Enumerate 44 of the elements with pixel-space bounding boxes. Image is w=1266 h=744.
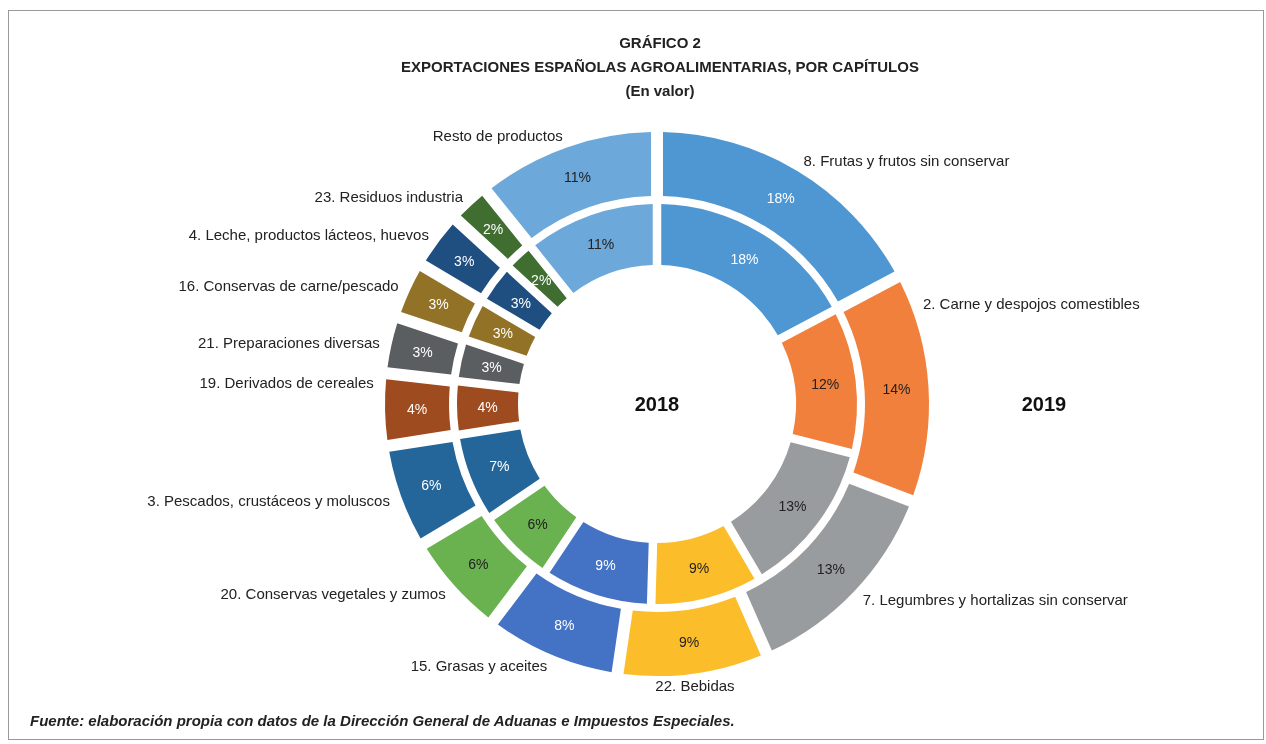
data-label: 13% <box>816 561 845 578</box>
data-label: 18% <box>730 250 759 267</box>
data-label: 6% <box>421 477 442 494</box>
data-label: 2% <box>482 220 504 237</box>
data-label: 18% <box>766 190 795 207</box>
data-label: 14% <box>882 381 911 398</box>
data-label: 11% <box>587 235 615 252</box>
data-label: 2% <box>531 272 552 289</box>
data-label: 6% <box>468 556 489 573</box>
data-label: 7% <box>489 458 510 475</box>
data-label: 12% <box>811 375 840 392</box>
slice-label: 7. Legumbres y hortalizas sin conservar <box>862 591 1128 609</box>
data-label: 3% <box>428 296 449 313</box>
data-label: 4% <box>477 399 498 416</box>
chart-title: GRÁFICO 2 <box>619 34 701 51</box>
slice-label: 15. Grasas y aceites <box>410 657 548 675</box>
data-label: 3% <box>492 325 513 342</box>
slice-label: 20. Conservas vegetales y zumos <box>220 584 446 602</box>
source-note: Fuente: elaboración propia con datos de la Dirección General de Aduanas e Impuestos Especiales. <box>30 712 735 729</box>
slice-label: 19. Derivados de cereales <box>199 374 374 392</box>
data-label: 11% <box>563 169 591 186</box>
data-label: 3% <box>454 252 475 269</box>
data-label: 3% <box>481 359 502 376</box>
slice-label: 21. Preparaciones diversas <box>197 333 380 351</box>
data-label: 9% <box>688 560 710 577</box>
slice-label: 2018 <box>634 393 680 415</box>
data-label: 9% <box>678 633 700 650</box>
data-label: 3% <box>510 294 531 311</box>
slice-label: 22. Bebidas <box>655 676 735 694</box>
chart-subtitle: EXPORTACIONES ESPAÑOLAS AGROALIMENTARIAS, POR CAPÍTULOS (En valor) <box>401 58 919 99</box>
data-label: 3% <box>412 343 433 360</box>
slice-label: 16. Conservas de carne/pescado <box>178 277 399 295</box>
data-label: 4% <box>406 400 428 417</box>
slice-label: 4. Leche, productos lácteos, huevos <box>188 226 429 244</box>
slice-label: 8. Frutas y frutos sin conservar <box>803 151 1010 169</box>
data-label: 9% <box>595 557 616 574</box>
slice-label: Resto de productos <box>432 127 563 145</box>
data-label: 8% <box>554 617 575 634</box>
slice-label: 2019 <box>1021 393 1067 415</box>
slice-label: 2. Carne y despojos comestibles <box>922 295 1140 313</box>
data-label: 6% <box>527 516 548 533</box>
slice-label: 23. Residuos industria <box>314 187 464 205</box>
data-label: 13% <box>778 497 807 514</box>
slice-label: 3. Pescados, crustáceos y moluscos <box>147 491 390 509</box>
